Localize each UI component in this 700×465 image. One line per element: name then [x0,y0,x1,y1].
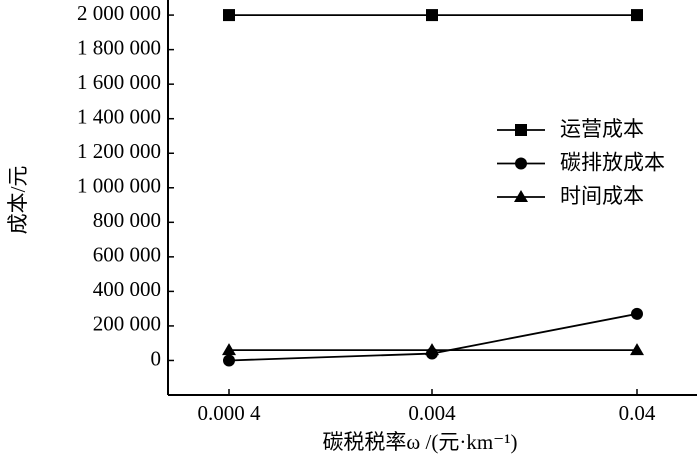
y-tick-label: 1 000 000 [77,174,161,198]
marker [222,343,236,356]
y-tick-label: 600 000 [93,243,161,267]
marker [631,9,643,22]
x-tick-label: 0.000 4 [198,401,262,425]
marker [223,9,235,22]
legend-label: 时间成本 [560,184,644,208]
y-tick-label: 400 000 [93,277,161,301]
x-tick-label: 0.04 [619,401,656,425]
legend-label: 运营成本 [560,117,644,141]
marker [223,354,235,367]
y-tick-label: 1 800 000 [77,35,161,59]
x-tick-label: 0.004 [408,401,456,425]
y-tick-label: 1 400 000 [77,105,161,129]
y-tick-label: 1 600 000 [77,70,161,94]
y-tick-label: 1 200 000 [77,139,161,163]
x-axis-label: 碳税税率ω /(元·km⁻¹) [322,430,517,454]
marker [514,190,528,202]
y-tick-label: 800 000 [93,208,161,232]
y-tick-label: 2 000 000 [77,1,161,25]
marker [515,157,527,170]
marker [630,343,644,356]
legend-label: 碳排放成本 [560,151,665,175]
y-axis-label: 成本/元 [6,166,30,235]
marker [631,307,643,320]
marker [515,124,527,136]
y-tick-label: 200 000 [93,312,161,336]
marker [426,9,438,22]
y-tick-label: 0 [151,346,162,370]
marker [425,343,439,356]
